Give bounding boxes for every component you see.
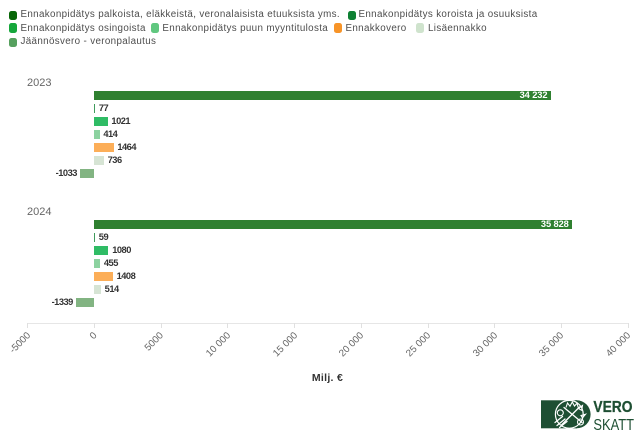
svg-text:SKATT: SKATT [593,417,634,434]
svg-text:VERO: VERO [593,399,632,416]
